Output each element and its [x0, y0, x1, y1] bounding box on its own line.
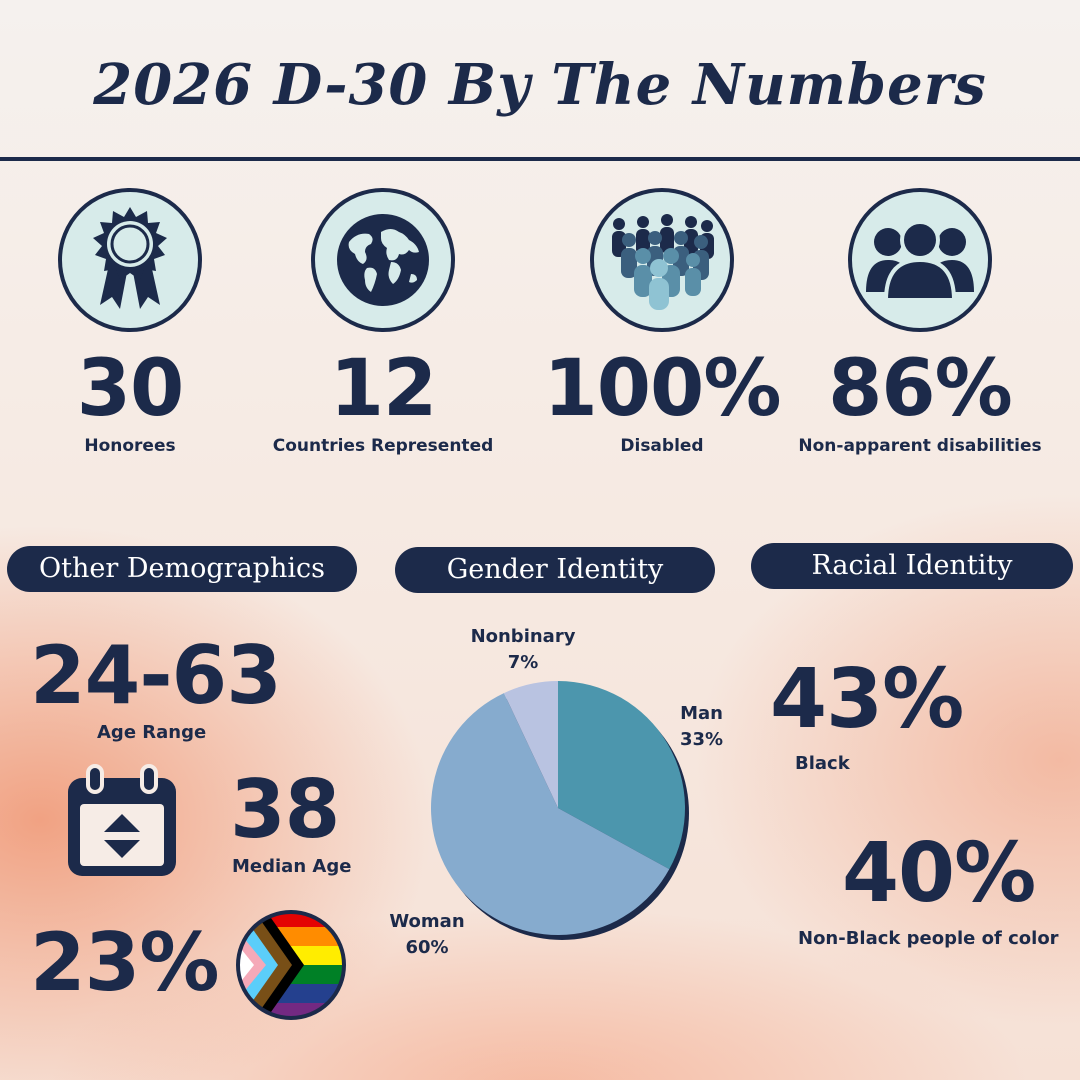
median-age-value: 38 — [230, 763, 340, 856]
non-apparent-label: Non-apparent disabilities — [798, 436, 1042, 456]
pie-label-man-value: 33% — [680, 729, 724, 750]
page-title: 2026 D-30 By The Numbers — [93, 52, 987, 118]
disabled-percent: 100% — [543, 344, 782, 434]
stat-honorees: 30 Honorees — [0, 188, 260, 456]
stat-non-apparent: 86% Non-apparent disabilities — [790, 188, 1050, 456]
age-range-label: Age Range — [97, 722, 207, 743]
pie-slice-nonbinary — [503, 681, 558, 808]
pie-label-nonbinary-value: 7% — [507, 652, 539, 673]
pie-label-woman: Woman 60% — [386, 909, 468, 961]
pie-slice-man — [558, 681, 685, 870]
title-divider — [0, 157, 1080, 161]
non-black-poc-label: Non-Black people of color — [798, 928, 1059, 949]
pie-label-nonbinary-name: Nonbinary — [470, 626, 576, 647]
pie-label-man: Man 33% — [680, 701, 723, 753]
pie-label-man-name: Man — [680, 703, 723, 724]
non-black-poc-percent: 40% — [842, 826, 1036, 921]
crowd-icon — [590, 188, 734, 332]
calendar-icon — [64, 764, 180, 884]
black-percent: 43% — [770, 652, 964, 747]
progress-pride-flag-icon — [234, 908, 348, 1026]
lgbtq-percent: 23% — [30, 916, 219, 1009]
pie-label-woman-name: Woman — [389, 911, 465, 932]
stat-disabled: 100% Disabled — [532, 188, 792, 456]
disabled-label: Disabled — [620, 436, 704, 456]
countries-label: Countries Represented — [272, 436, 494, 456]
stat-countries: 12 Countries Represented — [253, 188, 513, 456]
median-age-label: Median Age — [232, 856, 352, 877]
honorees-label: Honorees — [84, 436, 176, 456]
award-ribbon-icon — [58, 188, 202, 332]
countries-count: 12 — [329, 344, 438, 434]
other-demographics-heading: Other Demographics — [7, 546, 357, 592]
honorees-count: 30 — [76, 344, 185, 434]
gender-identity-heading: Gender Identity — [395, 547, 715, 593]
pie-label-nonbinary: Nonbinary 7% — [462, 624, 584, 676]
gender-pie-chart — [431, 681, 689, 940]
non-apparent-percent: 86% — [828, 344, 1013, 434]
people-group-icon — [848, 188, 992, 332]
age-range-value: 24-63 — [30, 629, 282, 722]
pie-label-woman-value: 60% — [405, 937, 449, 958]
pie-slice-woman — [431, 693, 670, 935]
globe-icon — [311, 188, 455, 332]
racial-identity-heading: Racial Identity — [751, 543, 1073, 589]
black-label: Black — [795, 753, 850, 774]
